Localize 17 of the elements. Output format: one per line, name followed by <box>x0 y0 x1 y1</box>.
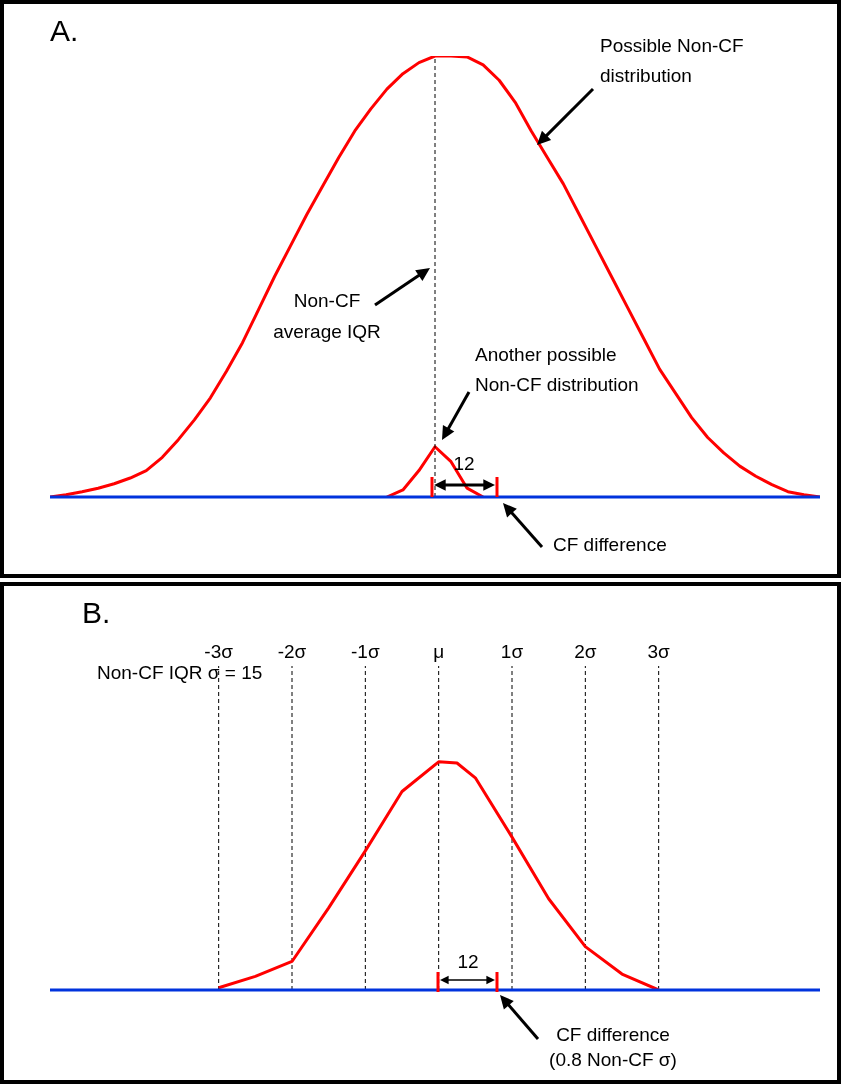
annotation: 12 <box>457 951 479 972</box>
chart-title: A. <box>50 14 79 48</box>
x-tick-label: 1σ <box>500 641 524 662</box>
text: CF difference (0.8 Non-CF σ) <box>549 1024 677 1070</box>
text: CF difference <box>553 534 667 555</box>
x-tick-label: 2σ <box>574 641 597 662</box>
chart-title: B. <box>82 596 111 630</box>
text: Non-CF IQR σ = 15 <box>97 662 263 683</box>
x-tick-label: 3σ <box>647 641 671 662</box>
annotation: Another possible Non-CF distribution <box>475 344 639 395</box>
text: Non-CF average IQR <box>273 290 381 342</box>
x-tick-label: -1σ <box>351 641 380 662</box>
x-tick-label: -2σ <box>277 641 307 662</box>
annotation: Possible Non-CF distribution <box>600 35 744 86</box>
x-tick-label: μ <box>433 641 445 662</box>
x-tick-label: -3σ <box>204 641 234 662</box>
annotation: 12 <box>453 453 475 474</box>
